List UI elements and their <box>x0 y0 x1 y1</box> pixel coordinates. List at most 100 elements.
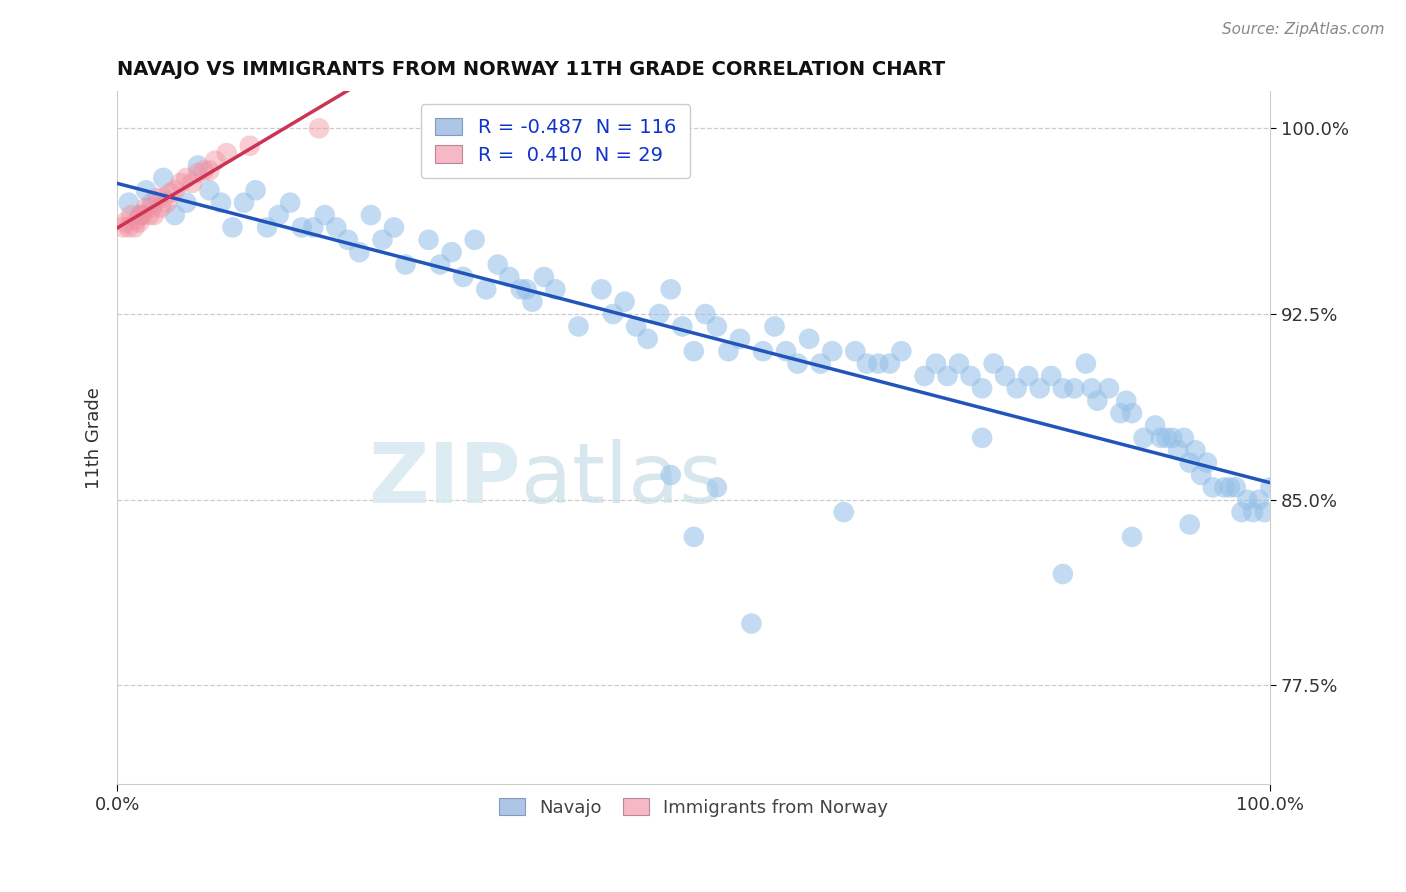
Point <box>1202 480 1225 494</box>
Point <box>1109 406 1132 420</box>
Point <box>706 480 728 494</box>
Point <box>159 186 181 200</box>
Point <box>659 282 682 296</box>
Point <box>209 195 232 210</box>
Text: ZIP: ZIP <box>368 439 520 520</box>
Point <box>509 282 531 296</box>
Point <box>1189 467 1212 482</box>
Point <box>1074 357 1097 371</box>
Point <box>176 195 198 210</box>
Point <box>624 319 647 334</box>
Point <box>567 319 589 334</box>
Point <box>821 344 844 359</box>
Point <box>740 616 762 631</box>
Legend: Navajo, Immigrants from Norway: Navajo, Immigrants from Norway <box>492 791 896 824</box>
Point <box>1017 368 1039 383</box>
Point <box>994 368 1017 383</box>
Point <box>1236 492 1258 507</box>
Point <box>717 344 740 359</box>
Point <box>418 233 440 247</box>
Point <box>855 357 877 371</box>
Point <box>1253 505 1275 519</box>
Point <box>325 220 347 235</box>
Point <box>775 344 797 359</box>
Point <box>695 307 717 321</box>
Point <box>682 530 704 544</box>
Point <box>336 233 359 247</box>
Point <box>169 176 191 190</box>
Point <box>1052 567 1074 582</box>
Point <box>451 269 474 284</box>
Text: Source: ZipAtlas.com: Source: ZipAtlas.com <box>1222 22 1385 37</box>
Point <box>1132 431 1154 445</box>
Point <box>181 176 204 190</box>
Point <box>215 146 238 161</box>
Point <box>706 319 728 334</box>
Point <box>844 344 866 359</box>
Point <box>648 307 671 321</box>
Point <box>1098 381 1121 395</box>
Point <box>135 201 157 215</box>
Point <box>1029 381 1052 395</box>
Text: NAVAJO VS IMMIGRANTS FROM NORWAY 11TH GRADE CORRELATION CHART: NAVAJO VS IMMIGRANTS FROM NORWAY 11TH GR… <box>117 60 945 78</box>
Point <box>152 191 174 205</box>
Point <box>114 215 136 229</box>
Point <box>1260 480 1282 494</box>
Point <box>152 170 174 185</box>
Point <box>1121 530 1143 544</box>
Point <box>983 357 1005 371</box>
Point <box>118 220 141 235</box>
Point <box>146 191 169 205</box>
Point <box>763 319 786 334</box>
Point <box>198 163 221 178</box>
Text: atlas: atlas <box>520 439 723 520</box>
Point <box>498 269 520 284</box>
Point <box>752 344 775 359</box>
Point <box>125 213 148 227</box>
Point <box>475 282 498 296</box>
Point <box>111 220 134 235</box>
Point <box>360 208 382 222</box>
Point <box>394 258 416 272</box>
Point <box>533 269 555 284</box>
Point <box>1052 381 1074 395</box>
Point <box>143 208 166 222</box>
Point <box>1156 431 1178 445</box>
Point <box>1115 393 1137 408</box>
Point <box>868 357 890 371</box>
Point <box>163 183 186 197</box>
Point <box>591 282 613 296</box>
Point <box>1225 480 1247 494</box>
Point <box>1173 431 1195 445</box>
Point <box>1213 480 1236 494</box>
Point <box>544 282 567 296</box>
Point <box>1063 381 1085 395</box>
Point <box>1087 393 1109 408</box>
Y-axis label: 11th Grade: 11th Grade <box>86 387 103 489</box>
Point <box>308 121 330 136</box>
Point <box>671 319 693 334</box>
Point <box>925 357 948 371</box>
Point <box>382 220 405 235</box>
Point <box>1080 381 1102 395</box>
Point <box>128 215 150 229</box>
Point <box>1167 443 1189 458</box>
Point <box>682 344 704 359</box>
Point <box>187 159 209 173</box>
Point <box>879 357 901 371</box>
Point <box>141 195 163 210</box>
Point <box>602 307 624 321</box>
Point <box>267 208 290 222</box>
Point <box>302 220 325 235</box>
Point <box>138 208 160 222</box>
Point <box>912 368 935 383</box>
Point <box>959 368 981 383</box>
Point <box>972 381 994 395</box>
Point <box>516 282 538 296</box>
Point <box>176 170 198 185</box>
Point <box>1230 505 1253 519</box>
Point <box>118 195 141 210</box>
Point <box>948 357 970 371</box>
Point <box>429 258 451 272</box>
Point <box>659 467 682 482</box>
